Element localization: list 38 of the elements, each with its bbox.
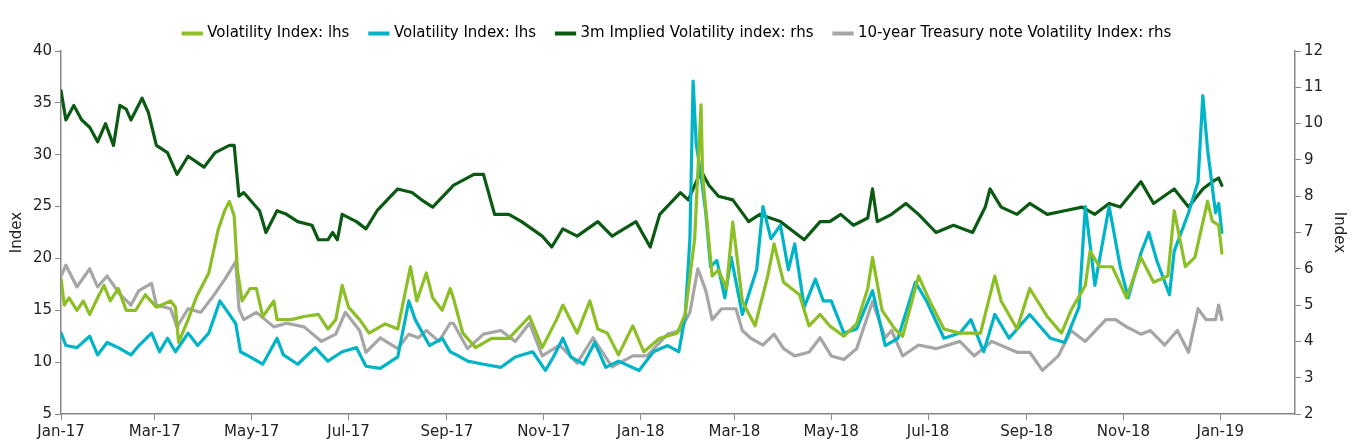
legend-label: Volatility Index: lhs [207, 23, 350, 42]
y2-tick-label: 4 [1303, 331, 1314, 350]
y-tick-label: 25 [32, 196, 53, 215]
y-axis-title: Index [6, 211, 25, 254]
y2-tick-label: 12 [1303, 40, 1324, 59]
y2-tick-label: 8 [1303, 186, 1314, 205]
y2-tick-label: 9 [1303, 149, 1314, 168]
x-tick-label: Sep-17 [420, 421, 474, 440]
x-tick-label: Mar-17 [128, 421, 181, 440]
x-tick-label: May-17 [224, 421, 280, 440]
y-tick-label: 5 [42, 403, 53, 422]
y-tick-label: 10 [32, 352, 53, 371]
x-tick-label: May-18 [803, 421, 859, 440]
y2-tick-label: 11 [1303, 77, 1324, 96]
legend-label: Volatility Index: lhs [393, 23, 537, 42]
y-tick-label: 30 [32, 144, 53, 163]
legend-label: 3m Implied Volatility index: rhs [580, 23, 814, 42]
x-tick-label: Jan-18 [615, 421, 665, 440]
y-tick-label: 20 [32, 248, 53, 267]
x-tick-label: Sep-18 [1000, 421, 1053, 440]
y-tick-label: 40 [32, 40, 53, 59]
y2-tick-label: 5 [1303, 294, 1314, 313]
y2-tick-label: 2 [1303, 403, 1314, 422]
x-tick-label: Jan-17 [36, 421, 85, 440]
x-tick-label: Jan-19 [1195, 421, 1245, 440]
y2-axis-title: Index [1331, 211, 1350, 254]
legend-label: 10-year Treasury note Volatility Index: rhs [858, 23, 1172, 42]
x-tick-label: Jul-18 [905, 421, 950, 440]
x-tick-label: Nov-17 [517, 421, 571, 440]
x-tick-label: Mar-18 [708, 421, 761, 440]
y2-tick-label: 3 [1303, 367, 1314, 386]
x-tick-label: Jul-17 [326, 421, 370, 440]
y2-tick-label: 6 [1303, 258, 1314, 277]
y2-tick-label: 10 [1303, 113, 1324, 132]
y2-tick-label: 7 [1303, 222, 1314, 241]
x-tick-label: Nov-18 [1096, 421, 1151, 440]
y-tick-label: 15 [32, 300, 53, 319]
y-tick-label: 35 [32, 92, 53, 111]
